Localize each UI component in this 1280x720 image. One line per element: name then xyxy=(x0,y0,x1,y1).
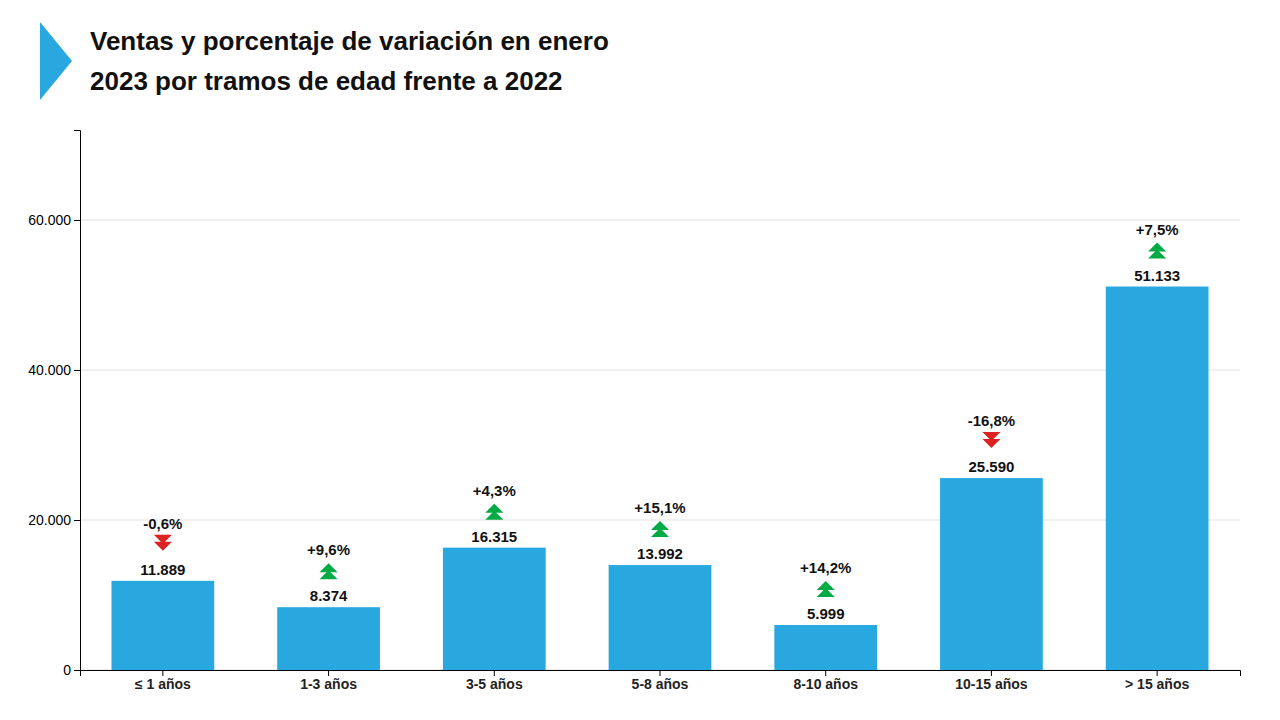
y-tick-mark xyxy=(74,220,80,221)
x-axis: ≤ 1 años 1-3 años 3-5 años 5-8 años 8-10 año… xyxy=(81,670,1241,692)
value-label: 8.374 xyxy=(310,587,348,604)
change-label: +9,6% xyxy=(307,541,350,558)
title: Ventas y porcentaje de variación en ener… xyxy=(90,26,609,56)
change-label: -0,6% xyxy=(143,515,182,532)
change-label: +15,1% xyxy=(634,499,685,516)
x-tick: 8-10 años xyxy=(793,670,858,692)
y-tick-label: 60.000 xyxy=(28,212,71,228)
title: 2023 por tramos de edad frente a 2022 xyxy=(90,66,563,96)
title-block: Ventas y porcentaje de variación en ener… xyxy=(40,22,609,100)
title-marker xyxy=(40,22,72,100)
grid-line xyxy=(80,220,1240,221)
x-tick-label: 1-3 años xyxy=(300,676,357,692)
change-arrow xyxy=(1148,243,1166,252)
y-tick: 20.000 xyxy=(28,512,80,528)
bar xyxy=(940,478,1043,670)
y-tick: 60.000 xyxy=(28,212,80,228)
y-tick-mark xyxy=(74,520,80,521)
value-label: 16.315 xyxy=(471,528,517,545)
y-tick-label: 40.000 xyxy=(28,362,71,378)
y-tick-label: 20.000 xyxy=(28,512,71,528)
x-tick: 3-5 años xyxy=(466,670,523,692)
value-label: 13.992 xyxy=(637,545,683,562)
bar xyxy=(111,581,214,670)
change-label: -16,8% xyxy=(968,412,1016,429)
value-label: 25.590 xyxy=(968,458,1014,475)
bar xyxy=(277,607,380,670)
value-label: 5.999 xyxy=(807,605,845,622)
y-axis-line xyxy=(74,131,81,671)
grid-line xyxy=(80,520,1240,521)
plot: 0 20.000 40.000 60.000 ≤ 1 años 1-3 años 3-5 a… xyxy=(28,131,1240,692)
change-arrow xyxy=(320,563,338,572)
y-tick-mark xyxy=(74,370,80,371)
bar xyxy=(1106,287,1209,670)
change-arrow xyxy=(982,439,1000,448)
x-tick-label: > 15 años xyxy=(1125,676,1189,692)
bar xyxy=(774,625,877,670)
y-axis: 0 20.000 40.000 60.000 xyxy=(28,131,80,678)
change-arrow xyxy=(485,504,503,513)
y-tick: 40.000 xyxy=(28,362,80,378)
chart: Ventas y porcentaje de variación en ener… xyxy=(0,0,1280,720)
y-tick-label: 0 xyxy=(63,662,71,678)
x-tick: > 15 años xyxy=(1125,670,1189,692)
x-tick: 10-15 años xyxy=(955,670,1028,692)
annotations: 11.889 -0,6% 8.374 +9,6% 16.315 +4,3% 13.992 +1… xyxy=(140,221,1180,623)
bar xyxy=(443,548,546,670)
change-arrow xyxy=(154,542,172,551)
x-tick-label: ≤ 1 años xyxy=(135,676,191,692)
change-arrow xyxy=(651,521,669,530)
x-tick-label: 8-10 años xyxy=(793,676,858,692)
bar xyxy=(609,565,712,670)
change-label: +7,5% xyxy=(1136,221,1179,238)
value-label: 51.133 xyxy=(1134,267,1180,284)
x-tick: 1-3 años xyxy=(300,670,357,692)
bars xyxy=(111,287,1208,670)
x-tick-label: 10-15 años xyxy=(955,676,1028,692)
x-tick: 5-8 años xyxy=(632,670,689,692)
x-tick: ≤ 1 años xyxy=(135,670,191,692)
grid xyxy=(80,220,1240,670)
y-tick-mark xyxy=(74,670,80,671)
grid-line xyxy=(80,370,1240,371)
change-arrow xyxy=(817,581,835,590)
x-tick-label: 3-5 años xyxy=(466,676,523,692)
change-label: +4,3% xyxy=(473,482,516,499)
x-tick-label: 5-8 años xyxy=(632,676,689,692)
change-label: +14,2% xyxy=(800,559,851,576)
y-tick: 0 xyxy=(63,662,80,678)
value-label: 11.889 xyxy=(140,561,185,578)
